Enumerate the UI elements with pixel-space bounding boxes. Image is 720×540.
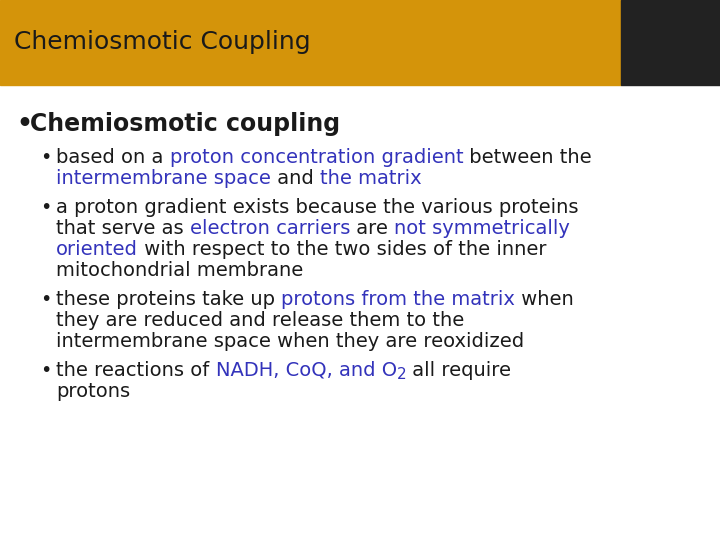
Text: intermembrane space when they are reoxidized: intermembrane space when they are reoxid… — [56, 332, 524, 351]
Text: the reactions of: the reactions of — [56, 361, 215, 380]
Text: protons: protons — [56, 382, 130, 401]
Text: that serve as: that serve as — [56, 219, 190, 238]
Text: when: when — [515, 290, 574, 309]
Text: with respect to the two sides of the inner: with respect to the two sides of the inn… — [138, 240, 546, 259]
Text: the matrix: the matrix — [320, 169, 421, 188]
Text: •: • — [40, 361, 51, 380]
Text: electron carriers: electron carriers — [190, 219, 350, 238]
Text: between the: between the — [463, 148, 592, 167]
Text: NADH, CoQ, and O: NADH, CoQ, and O — [215, 361, 397, 380]
Text: •: • — [40, 290, 51, 309]
Text: Chemiosmotic coupling: Chemiosmotic coupling — [30, 112, 340, 136]
Text: protons from the matrix: protons from the matrix — [282, 290, 515, 309]
Text: these proteins take up: these proteins take up — [56, 290, 282, 309]
Text: oriented: oriented — [56, 240, 138, 259]
Text: all require: all require — [406, 361, 511, 380]
Text: are: are — [350, 219, 395, 238]
Text: •: • — [40, 198, 51, 217]
Text: a proton gradient exists because the various proteins: a proton gradient exists because the var… — [56, 198, 578, 217]
Text: not symmetrically: not symmetrically — [395, 219, 570, 238]
Text: based on a: based on a — [56, 148, 170, 167]
Text: and: and — [271, 169, 320, 188]
Text: Chemiosmotic Coupling: Chemiosmotic Coupling — [14, 30, 310, 55]
Text: mitochondrial membrane: mitochondrial membrane — [56, 261, 303, 280]
Text: intermembrane space: intermembrane space — [56, 169, 271, 188]
Text: 2: 2 — [397, 367, 406, 382]
Text: they are reduced and release them to the: they are reduced and release them to the — [56, 311, 464, 330]
Text: proton concentration gradient: proton concentration gradient — [170, 148, 463, 167]
Text: •: • — [40, 148, 51, 167]
Text: •: • — [16, 112, 32, 136]
